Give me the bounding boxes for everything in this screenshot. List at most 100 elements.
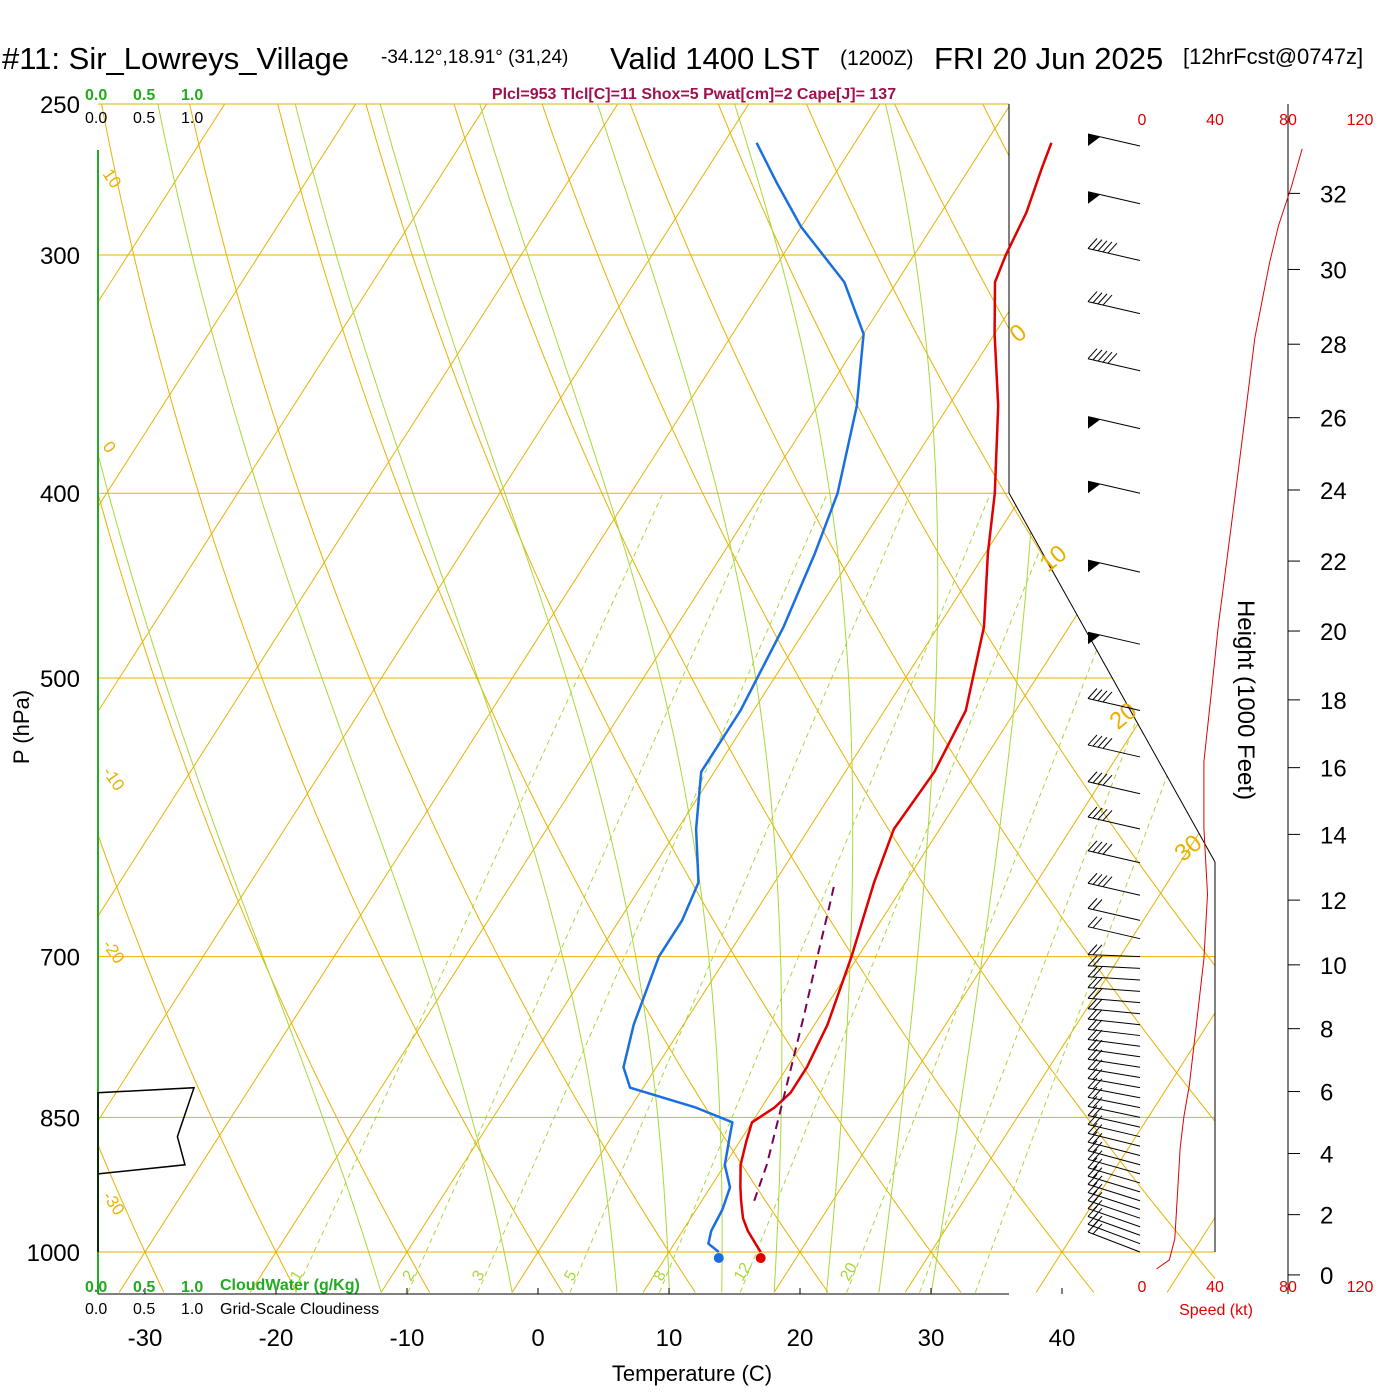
moist-adiabat [370, 104, 670, 1293]
wind-barb [1087, 1029, 1141, 1047]
isotherm-line [1298, 70, 1400, 1292]
wind-barb [1087, 1221, 1141, 1253]
pressure-tick-label: 250 [40, 92, 80, 119]
cloudwater-bottom-tick-1: 0.5 [133, 1279, 155, 1296]
wind-barb [1087, 191, 1141, 205]
dry-adiabat [98, 104, 298, 1293]
wind-barb [1087, 916, 1141, 940]
isobar-lines [98, 103, 1215, 1253]
isotherm-line [98, 104, 771, 1293]
pressure-tick-label: 400 [40, 481, 80, 508]
wind-barb [1087, 998, 1141, 1015]
pressure-tick-label: 850 [40, 1105, 80, 1132]
wind-barb [1087, 416, 1141, 430]
mixing-ratio-lines [294, 493, 1215, 1293]
wind-barb [1087, 238, 1141, 261]
wind-barb [1087, 1165, 1141, 1193]
isotherm-line [98, 104, 509, 1293]
mixing-ratio-line [477, 493, 828, 1293]
cloudiness-bottom-tick-2: 1.0 [181, 1301, 203, 1318]
cloudiness-top-tick-0: 0.0 [85, 110, 107, 127]
dry-adiabat [791, 104, 1215, 1293]
isotherm-line [249, 104, 1033, 1293]
mixing-ratio-label: 2 [400, 1268, 419, 1284]
height-tick-label: 12 [1320, 888, 1347, 915]
pressure-tick-label: 300 [40, 243, 80, 270]
mixing-ratio-label: 8 [651, 1268, 670, 1284]
dry-adiabat [98, 104, 563, 1293]
cloud-scale-top: 0.0 0.5 1.0 0.0 0.5 1.0 [85, 87, 203, 127]
wind-barb [1087, 955, 1141, 969]
wind-barb [1087, 1148, 1141, 1175]
wind-barb [1087, 559, 1141, 573]
isotherm-label-right: 20 [1105, 697, 1143, 735]
temperature-tick-label: 40 [1049, 1325, 1076, 1352]
temperature-axis-ticks: -30 -20 -10 0 10 20 30 40 [128, 1288, 1076, 1352]
cloudwater-bottom-tick-0: 0.0 [85, 1279, 107, 1296]
cloudwater-top-tick-0: 0.0 [85, 87, 107, 104]
height-tick-label: 22 [1320, 549, 1347, 576]
dry-adiabat [530, 104, 1215, 1293]
cloudiness-label: Grid-Scale Cloudiness [220, 1301, 379, 1318]
moist-adiabat [286, 104, 618, 1293]
wind-barb [1087, 1019, 1141, 1037]
isotherm-label-right: 30 [1170, 829, 1208, 867]
cloudwater-label: CloudWater (g/Kg) [220, 1277, 360, 1294]
valid-time: Valid 1400 LST [610, 41, 820, 76]
cloudiness-bottom-tick-1: 0.5 [133, 1301, 155, 1318]
mixing-ratio-label: 3 [469, 1268, 488, 1284]
temperature-tick-label: -30 [128, 1325, 163, 1352]
cloudiness-bottom-tick-0: 0.0 [85, 1301, 107, 1318]
wind-barb [1087, 987, 1141, 1004]
moist-adiabat [930, 104, 1042, 1293]
pressure-tick-label: 500 [40, 666, 80, 693]
temperature-trace [739, 142, 1053, 1253]
mixing-ratio-line [919, 493, 1215, 1293]
wind-barb [1087, 291, 1141, 315]
wind-barb [1087, 1140, 1141, 1166]
height-tick-label: 14 [1320, 822, 1347, 849]
isotherm-lines [98, 70, 1400, 1293]
dry-adiabat [617, 104, 1215, 1293]
height-tick-label: 2 [1320, 1203, 1333, 1230]
speed-top-tick-2: 80 [1279, 112, 1297, 129]
wind-barb [1087, 1068, 1141, 1089]
wind-barb [1087, 1157, 1141, 1184]
adiabat-lines [98, 104, 1215, 1293]
temperature-tick-label: 20 [787, 1325, 814, 1352]
dry-adiabat [443, 104, 1095, 1293]
wind-barb [1087, 1174, 1141, 1202]
wind-barb [1087, 631, 1141, 645]
height-tick-label: 8 [1320, 1017, 1333, 1044]
speed-top-tick-1: 40 [1206, 112, 1224, 129]
isotherm-label-left: 0 [99, 438, 120, 457]
wind-barb [1087, 348, 1141, 372]
wind-barb [1087, 1213, 1141, 1245]
pressure-tick-label: 1000 [27, 1240, 80, 1267]
speed-bottom-tick-3: 120 [1347, 1279, 1374, 1296]
isotherm-line [773, 104, 1215, 1293]
dewpoint-trace [622, 142, 865, 1253]
cloudwater-top-tick-1: 0.5 [133, 87, 155, 104]
mixing-ratio-line [294, 493, 664, 1293]
temperature-tick-label: -20 [259, 1325, 294, 1352]
height-tick-label: 28 [1320, 332, 1347, 359]
height-tick-label: 24 [1320, 478, 1347, 505]
dry-adiabat [98, 104, 431, 1293]
moist-adiabat [586, 104, 783, 1293]
cloud-water-curve [97, 1086, 196, 1252]
wind-speed-curve [1156, 148, 1303, 1270]
plot-frame [98, 104, 1289, 1295]
x-axis-title: Temperature (C) [612, 1361, 772, 1386]
cloudiness-top-tick-1: 0.5 [133, 110, 155, 127]
speed-top-tick-0: 0 [1138, 112, 1147, 129]
y-axis-title: P (hPa) [9, 690, 34, 764]
dry-adiabat [704, 104, 1215, 1293]
isotherm-line [118, 104, 902, 1293]
cloud-water-profile [97, 1086, 196, 1252]
moist-adiabat [876, 104, 939, 1293]
